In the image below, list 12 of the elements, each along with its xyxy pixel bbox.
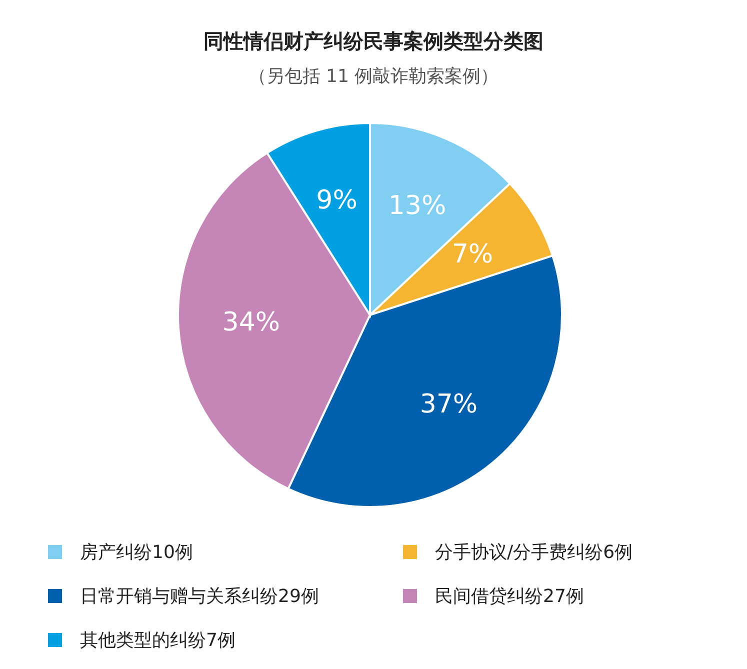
data-label: 13% xyxy=(388,190,446,221)
data-label: 34% xyxy=(222,307,280,338)
legend-label: 其他类型的纠纷7例 xyxy=(80,629,236,652)
data-label: 9% xyxy=(316,186,358,216)
data-label: 7% xyxy=(452,239,494,270)
legend-label: 日常开销与赠与关系纠纷29例 xyxy=(80,585,319,608)
chart-subtitle: （另包括 11 例敲诈勒索案例） xyxy=(247,65,500,88)
data-label: 37% xyxy=(420,389,478,420)
chart-title: 同性情侣财产纠纷民事案例类型分类图 xyxy=(202,28,544,55)
legend-label: 房产纠纷10例 xyxy=(80,541,193,564)
legend-label: 民间借贷纠纷27例 xyxy=(435,585,584,608)
legend-label: 分手协议/分手费纠纷6例 xyxy=(435,541,633,564)
